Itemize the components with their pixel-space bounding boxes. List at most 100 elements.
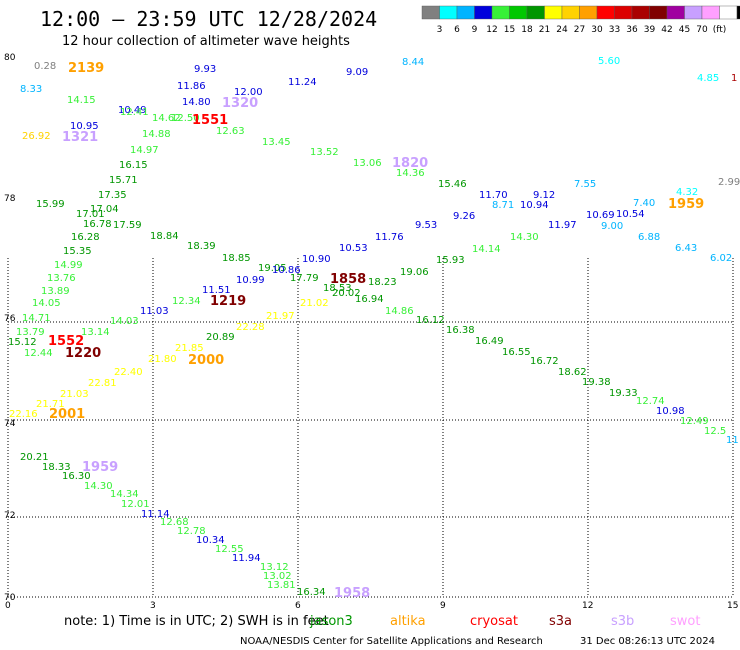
wave-height-label: 7.40 <box>633 198 655 209</box>
colorbar-tick-label: 36 <box>626 25 638 35</box>
wave-height-label: 16.72 <box>530 356 559 367</box>
pass-id-label: 1959 <box>82 460 118 475</box>
lat-label: 76 <box>4 314 16 324</box>
wave-height-label: 14.30 <box>84 481 113 492</box>
wave-height-label: 26.92 <box>22 131 51 142</box>
satellite-legend: jason3 altika cryosat s3a s3b swot <box>309 614 700 629</box>
wave-height-label: 11.94 <box>232 553 261 564</box>
pass-id-label: 1320 <box>222 96 258 111</box>
wave-height-label: 14.99 <box>54 260 83 271</box>
lat-label: 78 <box>4 194 16 204</box>
wave-height-label: 10.69 <box>586 210 615 221</box>
wave-height-label: 14.71 <box>22 313 51 324</box>
colorbar-tick-label: 18 <box>521 25 533 35</box>
colorbar-tick-label: 42 <box>661 25 672 35</box>
color-swatch <box>561 5 580 20</box>
lat-label: 80 <box>4 53 16 63</box>
wave-height-label: 11 <box>726 435 739 446</box>
wave-height-label: 14.05 <box>32 298 61 309</box>
wave-height-label: 9.00 <box>601 221 623 232</box>
wave-height-label: 10.98 <box>656 406 685 417</box>
wave-height-label: 10.94 <box>520 200 549 211</box>
wave-height-label: 19.05 <box>258 263 287 274</box>
color-swatch <box>491 5 510 20</box>
wave-height-label: 10.49 <box>118 105 147 116</box>
wave-height-label: 17.01 <box>76 209 105 220</box>
wave-height-label: 16.38 <box>446 325 475 336</box>
wave-height-label: 16.78 <box>83 219 112 230</box>
wave-height-label: 9.93 <box>194 64 216 75</box>
colorbar-tick-label: 12 <box>486 25 497 35</box>
wave-height-label: 13.79 <box>16 327 45 338</box>
wave-height-label: 21.02 <box>300 298 329 309</box>
wave-height-label: 14.62 <box>152 113 181 124</box>
color-swatch <box>421 5 440 20</box>
colorbar-tick-label: 45 <box>679 25 690 35</box>
satellite-legend-item: swot <box>670 614 700 629</box>
wave-height-label: 12.00 <box>234 87 263 98</box>
pass-id-label: 2000 <box>188 353 224 368</box>
color-swatch <box>719 5 738 20</box>
lon-label: 15 <box>727 601 738 611</box>
pass-id-label: 2139 <box>68 61 104 76</box>
wave-height-label: 21.97 <box>266 311 295 322</box>
wave-height-label: 8.33 <box>20 84 42 95</box>
wave-height-label: 13.14 <box>81 327 110 338</box>
wave-height-label: 19.06 <box>400 267 429 278</box>
wave-height-label: 14.14 <box>472 244 501 255</box>
wave-height-label: 10.95 <box>70 121 99 132</box>
wave-height-label: 14.30 <box>510 232 539 243</box>
wave-height-label: 9.53 <box>415 220 437 231</box>
wave-height-label: 12.01 <box>121 499 150 510</box>
page-title: 12:00 — 23:59 UTC 12/28/2024 <box>40 7 377 31</box>
satellite-legend-item: s3b <box>611 614 634 629</box>
color-swatch <box>684 5 703 20</box>
satellite-legend-item: jason3 <box>309 614 353 629</box>
wave-height-label: 16.28 <box>71 232 100 243</box>
wave-height-label: 6.02 <box>710 253 732 264</box>
wave-height-label: 12.50 <box>171 113 200 124</box>
page-subtitle: 12 hour collection of altimeter wave hei… <box>62 34 350 49</box>
wave-height-label: 12.5 <box>704 426 726 437</box>
wave-height-label: 6.88 <box>638 232 660 243</box>
wave-height-label: 14.86 <box>385 306 414 317</box>
wave-height-label: 15.12 <box>8 337 37 348</box>
wave-height-label: 11.14 <box>141 509 170 520</box>
wave-height-label: 10.34 <box>196 535 225 546</box>
wave-height-label: 18.85 <box>222 253 251 264</box>
color-swatch <box>596 5 615 20</box>
wave-height-label: 7.55 <box>574 179 596 190</box>
color-swatch <box>456 5 475 20</box>
colorbar-tick-label: 9 <box>472 25 478 35</box>
wave-height-label: 18.62 <box>558 367 587 378</box>
colorbar-tick-label: 27 <box>574 25 585 35</box>
wave-height-label: 21.03 <box>60 389 89 400</box>
wave-height-label: 17.59 <box>113 220 142 231</box>
wave-height-label: 16.49 <box>475 336 504 347</box>
wave-height-label: 15.35 <box>63 246 92 257</box>
wave-height-label: 12.68 <box>160 517 189 528</box>
color-swatch <box>439 5 458 20</box>
pass-id-label: 1552 <box>48 334 84 349</box>
pass-id-label: 1958 <box>334 586 370 601</box>
wave-height-label: 6.43 <box>675 243 697 254</box>
wave-height-label: 12.78 <box>177 526 206 537</box>
lon-label: 12 <box>582 601 593 611</box>
wave-height-label: 19.38 <box>582 377 611 388</box>
wave-height-label: 12.63 <box>216 126 245 137</box>
wave-height-label: 8.71 <box>492 200 514 211</box>
color-swatch <box>666 5 685 20</box>
pass-id-label: 1321 <box>62 130 98 145</box>
wave-height-label: 18.23 <box>368 277 397 288</box>
wave-height-label: 9.26 <box>453 211 475 222</box>
wave-height-label: 18.84 <box>150 231 179 242</box>
lat-lon-grid <box>7 258 734 598</box>
wave-height-label: 11.70 <box>479 190 508 201</box>
wave-height-label: 14.36 <box>396 168 425 179</box>
wave-height-label: 13.81 <box>267 580 296 591</box>
wave-height-label: 20.02 <box>332 288 361 299</box>
wave-height-label: 19.33 <box>609 388 638 399</box>
wave-height-label: 8.44 <box>402 57 424 68</box>
wave-height-label: 21.71 <box>36 399 65 410</box>
